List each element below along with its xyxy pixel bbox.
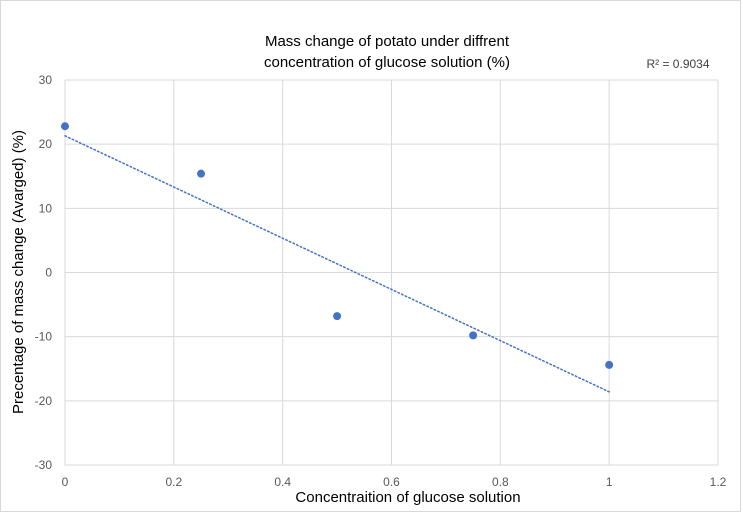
y-tick-label: 20 <box>39 137 53 151</box>
data-point <box>469 331 478 340</box>
x-tick-label: 0 <box>62 475 69 489</box>
y-tick-label: 0 <box>45 266 52 280</box>
data-point <box>197 169 206 178</box>
x-tick-label: 1.2 <box>710 475 727 489</box>
x-tick-label: 0.4 <box>274 475 291 489</box>
grid <box>64 79 719 466</box>
y-axis-title: Precentage of mass change (Avarged) (%) <box>10 130 27 414</box>
y-tick-label: 10 <box>39 201 53 215</box>
y-tick-label: 30 <box>39 73 53 87</box>
chart-title-line-1: Mass change of potato under diffrent <box>265 33 510 50</box>
x-axis-title: Concentraition of glucose solution <box>295 489 520 506</box>
y-tick-label: -10 <box>35 330 53 344</box>
data-point <box>333 312 342 321</box>
tick-labels: 0 0.2 0.4 0.6 0.8 1 1.2 30 20 10 0 -10 -20 -30 <box>35 73 727 489</box>
x-tick-label: 0.6 <box>383 475 400 489</box>
data-points <box>61 122 614 369</box>
y-tick-label: -20 <box>35 394 53 408</box>
r-squared-label: R² = 0.9034 <box>646 57 709 71</box>
x-tick-label: 0.8 <box>492 475 509 489</box>
x-tick-label: 1 <box>606 475 613 489</box>
y-tick-label: -30 <box>35 458 53 472</box>
trendline <box>64 135 610 393</box>
data-point <box>605 360 614 369</box>
data-point <box>61 122 69 131</box>
trendline-line <box>64 135 610 393</box>
x-tick-label: 0.2 <box>165 475 182 489</box>
chart-title-line-2: concentration of glucose solution (%) <box>264 54 510 71</box>
